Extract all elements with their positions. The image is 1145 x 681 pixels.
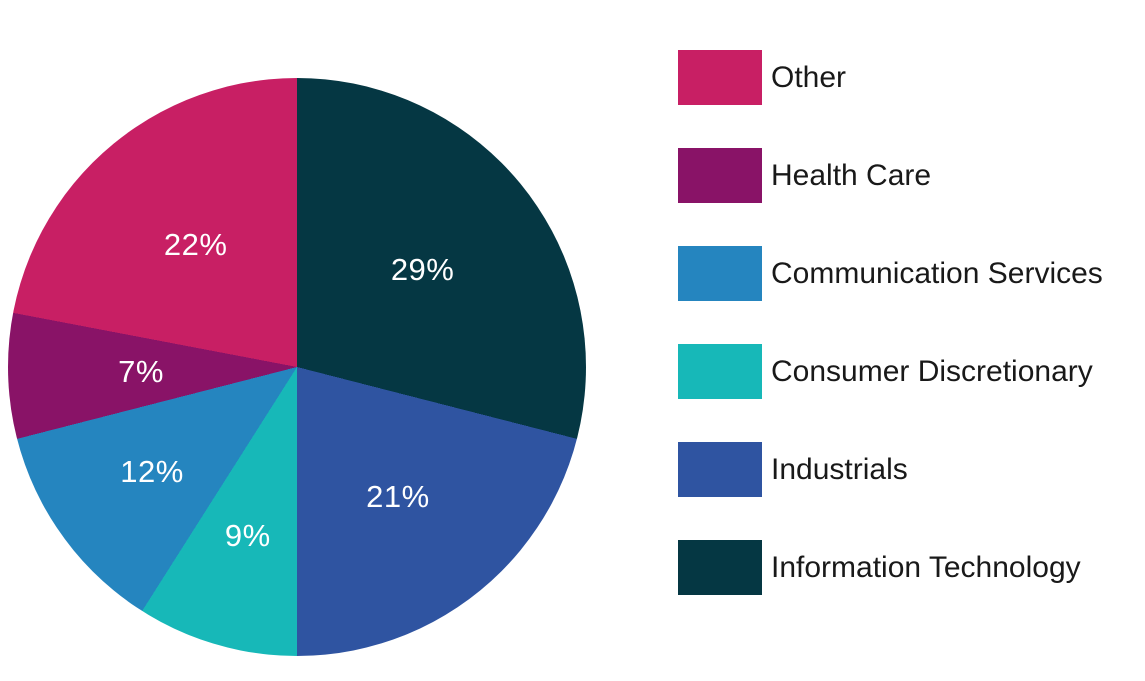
slice-label-communication-services: 12% <box>120 454 184 490</box>
legend-label: Health Care <box>771 158 932 192</box>
legend-label: Information Technology <box>771 550 1081 584</box>
legend-swatch <box>678 442 762 497</box>
legend-swatch <box>678 148 762 203</box>
legend-item-health-care: Health Care <box>678 148 1103 203</box>
legend-item-information-technology: Information Technology <box>678 540 1103 595</box>
slice-label-industrials: 21% <box>366 479 430 515</box>
legend-swatch <box>678 540 762 595</box>
legend-label: Communication Services <box>771 256 1103 290</box>
pie-chart <box>8 78 586 656</box>
legend-swatch <box>678 246 762 301</box>
legend-swatch <box>678 344 762 399</box>
legend-item-consumer-discretionary: Consumer Discretionary <box>678 344 1103 399</box>
slice-label-other: 22% <box>163 226 228 262</box>
legend-item-industrials: Industrials <box>678 442 1103 497</box>
legend-item-communication-services: Communication Services <box>678 246 1103 301</box>
slice-label-health-care: 7% <box>118 353 164 389</box>
slice-label-information-technology: 29% <box>390 251 455 287</box>
legend-swatch <box>678 50 762 105</box>
legend-item-other: Other <box>678 50 1103 105</box>
legend: Other Health Care Communication Services Co… <box>678 50 1103 638</box>
slice-label-consumer-discretionary: 9% <box>224 518 271 554</box>
legend-label: Other <box>771 60 847 94</box>
legend-label: Industrials <box>771 452 908 486</box>
legend-label: Consumer Discretionary <box>771 354 1093 388</box>
